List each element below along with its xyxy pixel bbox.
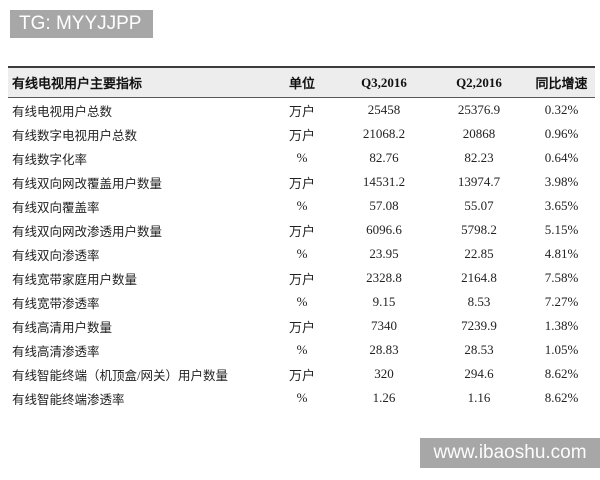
row-q2: 55.07 [464, 198, 494, 213]
row-unit: % [296, 198, 308, 213]
table-row: 有线双向渗透率 % 23.95 22.85 4.81% [8, 242, 595, 266]
row-yoy: 3.65% [544, 198, 579, 213]
row-yoy: 1.05% [544, 342, 579, 357]
row-label: 有线智能终端（机顶盒/网关）用户数量 [12, 368, 228, 383]
table-row: 有线智能终端（机顶盒/网关）用户数量 万户 320 294.6 8.62% [8, 362, 595, 386]
header-metric-name: 有线电视用户主要指标 [12, 76, 143, 91]
row-yoy: 7.27% [544, 294, 579, 309]
row-unit: 万户 [288, 175, 315, 191]
row-unit: 万户 [288, 271, 315, 287]
row-yoy: 4.81% [544, 246, 579, 261]
row-unit: 万户 [288, 319, 315, 335]
table-row: 有线双向网改覆盖用户数量 万户 14531.2 13974.7 3.98% [8, 170, 595, 194]
row-unit: % [296, 246, 308, 261]
row-unit: 万户 [288, 367, 315, 383]
row-yoy: 0.32% [544, 102, 579, 117]
row-unit: % [296, 294, 308, 309]
row-q3: 7340 [371, 318, 397, 333]
row-q2: 20868 [462, 126, 496, 141]
row-label: 有线数字化率 [12, 152, 88, 167]
row-unit: % [296, 150, 308, 165]
row-q2: 22.85 [464, 246, 494, 261]
row-unit: 万户 [288, 223, 315, 239]
row-yoy: 7.58% [544, 270, 579, 285]
row-yoy: 8.62% [544, 366, 579, 381]
table-row: 有线高清渗透率 % 28.83 28.53 1.05% [8, 338, 595, 362]
cable-tv-metrics-table: 有线电视用户主要指标 单位 Q3,2016 Q2,2016 同比增速 有线电视用… [8, 66, 595, 410]
row-label: 有线双向渗透率 [12, 248, 100, 263]
row-yoy: 0.64% [544, 150, 579, 165]
watermark-bottom-banner: www.ibaoshu.com [420, 438, 600, 468]
row-label: 有线宽带家庭用户数量 [12, 272, 138, 287]
row-q2: 294.6 [464, 366, 494, 381]
row-q3: 2328.8 [366, 270, 402, 285]
row-label: 有线智能终端渗透率 [12, 392, 125, 407]
table-row: 有线数字化率 % 82.76 82.23 0.64% [8, 146, 595, 170]
row-q2: 82.23 [464, 150, 494, 165]
table-row: 有线宽带渗透率 % 9.15 8.53 7.27% [8, 290, 595, 314]
row-yoy: 5.15% [544, 222, 579, 237]
table-row: 有线智能终端渗透率 % 1.26 1.16 8.62% [8, 386, 595, 410]
row-label: 有线宽带渗透率 [12, 296, 100, 311]
row-label: 有线高清渗透率 [12, 344, 100, 359]
row-q3: 21068.2 [362, 126, 406, 141]
table-row: 有线双向覆盖率 % 57.08 55.07 3.65% [8, 194, 595, 218]
row-unit: % [296, 342, 308, 357]
row-yoy: 3.98% [544, 174, 579, 189]
row-q3: 82.76 [369, 150, 399, 165]
row-yoy: 1.38% [544, 318, 579, 333]
table-header-row: 有线电视用户主要指标 单位 Q3,2016 Q2,2016 同比增速 [8, 66, 595, 98]
row-yoy: 0.96% [544, 126, 579, 141]
row-q2: 8.53 [467, 294, 491, 309]
table-row: 有线高清用户数量 万户 7340 7239.9 1.38% [8, 314, 595, 338]
row-label: 有线数字电视用户总数 [12, 128, 138, 143]
row-q3: 57.08 [369, 198, 399, 213]
row-q3: 9.15 [372, 294, 396, 309]
row-q3: 1.26 [372, 390, 396, 405]
header-q3-2016: Q3,2016 [361, 74, 407, 90]
row-label: 有线双向网改覆盖用户数量 [12, 176, 163, 191]
header-q2-2016: Q2,2016 [456, 74, 502, 90]
header-yoy-growth: 同比增速 [535, 76, 588, 91]
row-label: 有线电视用户总数 [12, 104, 113, 119]
row-yoy: 8.62% [544, 390, 579, 405]
watermark-top-banner: TG: MYYJJPP [10, 10, 153, 38]
row-q2: 28.53 [464, 342, 494, 357]
row-q2: 25376.9 [457, 102, 501, 117]
row-q3: 14531.2 [362, 174, 406, 189]
table-row: 有线数字电视用户总数 万户 21068.2 20868 0.96% [8, 122, 595, 146]
row-q3: 6096.6 [366, 222, 402, 237]
row-unit: 万户 [288, 103, 315, 119]
row-label: 有线双向覆盖率 [12, 200, 100, 215]
table-row: 有线宽带家庭用户数量 万户 2328.8 2164.8 7.58% [8, 266, 595, 290]
row-q2: 1.16 [467, 390, 491, 405]
row-q2: 2164.8 [461, 270, 497, 285]
row-q2: 13974.7 [457, 174, 501, 189]
table-row: 有线电视用户总数 万户 25458 25376.9 0.32% [8, 98, 595, 122]
row-q2: 5798.2 [461, 222, 497, 237]
row-q3: 23.95 [369, 246, 399, 261]
row-unit: % [296, 390, 308, 405]
row-q3: 28.83 [369, 342, 399, 357]
row-label: 有线双向网改渗透用户数量 [12, 224, 163, 239]
row-label: 有线高清用户数量 [12, 320, 113, 335]
row-q3: 25458 [367, 102, 401, 117]
table-row: 有线双向网改渗透用户数量 万户 6096.6 5798.2 5.15% [8, 218, 595, 242]
row-unit: 万户 [288, 127, 315, 143]
row-q3: 320 [374, 366, 394, 381]
header-unit: 单位 [288, 76, 315, 91]
row-q2: 7239.9 [461, 318, 497, 333]
